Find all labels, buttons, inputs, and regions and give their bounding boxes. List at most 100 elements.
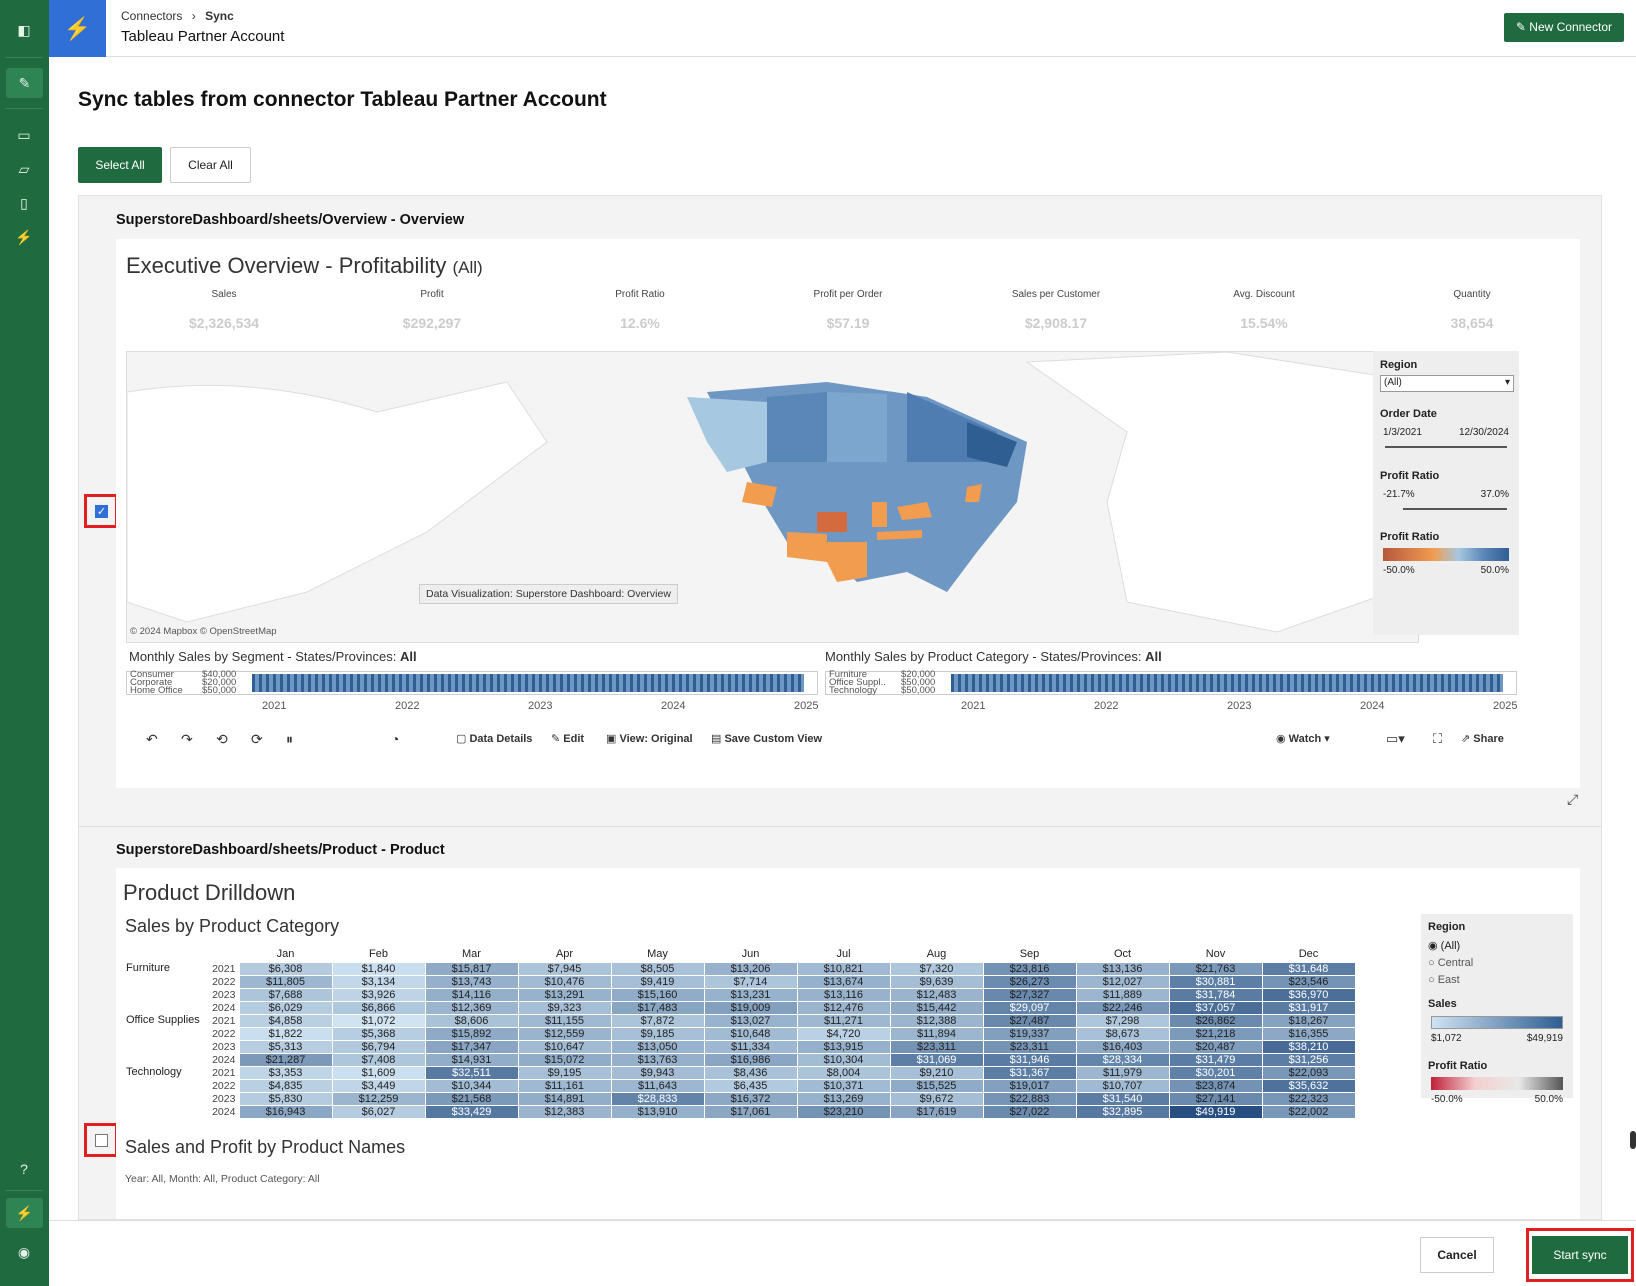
heatmap-cell[interactable]: $21,287 bbox=[238, 1052, 333, 1067]
heatmap-cell[interactable]: $13,136 bbox=[1075, 961, 1170, 976]
heatmap-cell[interactable]: $22,002 bbox=[1261, 1104, 1356, 1119]
heatmap-cell[interactable]: $11,155 bbox=[517, 1013, 612, 1028]
heatmap-cell[interactable]: $30,201 bbox=[1168, 1065, 1263, 1080]
heatmap-cell[interactable]: $22,883 bbox=[982, 1091, 1077, 1106]
heatmap-cell[interactable]: $16,355 bbox=[1261, 1026, 1356, 1041]
revert-icon[interactable]: ⟲ bbox=[216, 731, 228, 747]
scrollbar-thumb[interactable] bbox=[1630, 1131, 1636, 1149]
heatmap[interactable]: Jan Feb Mar Apr May Jun Jul Aug Sep Oct Nov Dec Furn… bbox=[124, 946, 1356, 1119]
heatmap-cell[interactable]: $13,116 bbox=[796, 987, 891, 1002]
heatmap-cell[interactable]: $31,917 bbox=[1261, 1000, 1356, 1015]
sheets-panel[interactable]: SuperstoreDashboard/sheets/Overview - Ov… bbox=[78, 195, 1602, 1220]
heatmap-cell[interactable]: $10,648 bbox=[703, 1026, 798, 1041]
pr-slider[interactable] bbox=[1403, 508, 1507, 510]
heatmap-cell[interactable]: $9,419 bbox=[610, 974, 705, 989]
heatmap-cell[interactable]: $17,061 bbox=[703, 1104, 798, 1119]
crumb-connectors[interactable]: Connectors bbox=[121, 9, 183, 23]
heatmap-cell[interactable]: $12,383 bbox=[517, 1104, 612, 1119]
heatmap-cell[interactable]: $11,805 bbox=[238, 974, 333, 989]
heatmap-cell[interactable]: $7,714 bbox=[703, 974, 798, 989]
heatmap-cell[interactable]: $13,269 bbox=[796, 1091, 891, 1106]
heatmap-cell[interactable]: $16,986 bbox=[703, 1052, 798, 1067]
heatmap-cell[interactable]: $23,311 bbox=[889, 1039, 984, 1054]
pause-icon[interactable]: ⏸ bbox=[286, 731, 293, 747]
heatmap-cell[interactable]: $33,429 bbox=[424, 1104, 519, 1119]
heatmap-cell[interactable]: $11,979 bbox=[1075, 1065, 1170, 1080]
redo-icon[interactable]: ↷ bbox=[181, 731, 193, 747]
heatmap-cell[interactable]: $6,794 bbox=[331, 1039, 426, 1054]
chat-icon[interactable]: ▭ bbox=[17, 127, 31, 143]
cancel-button[interactable]: Cancel bbox=[1420, 1237, 1494, 1273]
heatmap-cell[interactable]: $1,840 bbox=[331, 961, 426, 976]
heatmap-cell[interactable]: $10,371 bbox=[796, 1078, 891, 1093]
heatmap-cell[interactable]: $9,672 bbox=[889, 1091, 984, 1106]
heatmap-cell[interactable]: $7,408 bbox=[331, 1052, 426, 1067]
heatmap-cell[interactable]: $31,367 bbox=[982, 1065, 1077, 1080]
heatmap-cell[interactable]: $13,027 bbox=[703, 1013, 798, 1028]
heatmap-cell[interactable]: $4,858 bbox=[238, 1013, 333, 1028]
heatmap-cell[interactable]: $7,945 bbox=[517, 961, 612, 976]
heatmap-cell[interactable]: $1,072 bbox=[331, 1013, 426, 1028]
metrics-icon[interactable]: ◔ bbox=[391, 731, 400, 747]
heatmap-cell[interactable]: $27,022 bbox=[982, 1104, 1077, 1119]
undo-icon[interactable]: ↶ bbox=[146, 731, 158, 747]
radio-all[interactable]: ◉ (All) bbox=[1428, 940, 1461, 952]
heatmap-cell[interactable]: $23,210 bbox=[796, 1104, 891, 1119]
heatmap-cell[interactable]: $1,609 bbox=[331, 1065, 426, 1080]
heatmap-cell[interactable]: $10,647 bbox=[517, 1039, 612, 1054]
heatmap-cell[interactable]: $26,273 bbox=[982, 974, 1077, 989]
heatmap-cell[interactable]: $12,559 bbox=[517, 1026, 612, 1041]
heatmap-cell[interactable]: $37,057 bbox=[1168, 1000, 1263, 1015]
heatmap-cell[interactable]: $17,347 bbox=[424, 1039, 519, 1054]
new-connector-button[interactable]: ✎ New Connector bbox=[1503, 13, 1624, 42]
heatmap-cell[interactable]: $11,334 bbox=[703, 1039, 798, 1054]
heatmap-cell[interactable]: $6,435 bbox=[703, 1078, 798, 1093]
heatmap-cell[interactable]: $13,743 bbox=[424, 974, 519, 989]
share-button[interactable]: ⇗ Share bbox=[1461, 733, 1504, 745]
heatmap-cell[interactable]: $38,210 bbox=[1261, 1039, 1356, 1054]
overview-viz[interactable]: Executive Overview - Profitability (All) bbox=[116, 239, 1580, 788]
heatmap-cell[interactable]: $11,643 bbox=[610, 1078, 705, 1093]
heatmap-cell[interactable]: $9,185 bbox=[610, 1026, 705, 1041]
sheet-overview-checkbox[interactable]: ✓ bbox=[95, 505, 108, 518]
heatmap-cell[interactable]: $14,931 bbox=[424, 1052, 519, 1067]
connectors-nav-icon[interactable]: ⚡ bbox=[6, 1198, 43, 1228]
heatmap-cell[interactable]: $9,639 bbox=[889, 974, 984, 989]
heatmap-cell[interactable]: $31,784 bbox=[1168, 987, 1263, 1002]
heatmap-cell[interactable]: $13,674 bbox=[796, 974, 891, 989]
start-sync-highlight[interactable]: Start sync bbox=[1526, 1228, 1634, 1282]
heatmap-cell[interactable]: $17,619 bbox=[889, 1104, 984, 1119]
heatmap-cell[interactable]: $13,291 bbox=[517, 987, 612, 1002]
heatmap-cell[interactable]: $5,368 bbox=[331, 1026, 426, 1041]
heatmap-cell[interactable]: $17,483 bbox=[610, 1000, 705, 1015]
heatmap-cell[interactable]: $5,313 bbox=[238, 1039, 333, 1054]
product-viz[interactable]: Product Drilldown Sales by Product Categ… bbox=[116, 868, 1580, 1219]
heatmap-cell[interactable]: $7,298 bbox=[1075, 1013, 1170, 1028]
heatmap-cell[interactable]: $23,546 bbox=[1261, 974, 1356, 989]
heatmap-cell[interactable]: $32,895 bbox=[1075, 1104, 1170, 1119]
clear-all-button[interactable]: Clear All bbox=[170, 147, 251, 183]
heatmap-cell[interactable]: $26,862 bbox=[1168, 1013, 1263, 1028]
heatmap-cell[interactable]: $19,337 bbox=[982, 1026, 1077, 1041]
heatmap-cell[interactable]: $9,195 bbox=[517, 1065, 612, 1080]
heatmap-cell[interactable]: $11,894 bbox=[889, 1026, 984, 1041]
heatmap-cell[interactable]: $6,027 bbox=[331, 1104, 426, 1119]
heatmap-cell[interactable]: $8,004 bbox=[796, 1065, 891, 1080]
heatmap-cell[interactable]: $21,763 bbox=[1168, 961, 1263, 976]
heatmap-cell[interactable]: $23,874 bbox=[1168, 1078, 1263, 1093]
heatmap-cell[interactable]: $7,872 bbox=[610, 1013, 705, 1028]
heatmap-cell[interactable]: $7,688 bbox=[238, 987, 333, 1002]
heatmap-cell[interactable]: $23,816 bbox=[982, 961, 1077, 976]
heatmap-cell[interactable]: $6,866 bbox=[331, 1000, 426, 1015]
heatmap-cell[interactable]: $10,821 bbox=[796, 961, 891, 976]
user-icon[interactable]: ◉ bbox=[17, 1244, 31, 1260]
heatmap-cell[interactable]: $16,403 bbox=[1075, 1039, 1170, 1054]
present-icon[interactable]: ▭▾ bbox=[1386, 731, 1405, 746]
heatmap-cell[interactable]: $20,487 bbox=[1168, 1039, 1263, 1054]
category-sparklines[interactable]: Furniture Office Suppl.. Technology $20,00… bbox=[825, 670, 1517, 695]
heatmap-cell[interactable]: $32,511 bbox=[424, 1065, 519, 1080]
heatmap-cell[interactable]: $31,540 bbox=[1075, 1091, 1170, 1106]
save-custom-view-button[interactable]: ▤ Save Custom View bbox=[711, 733, 823, 745]
heatmap-cell[interactable]: $31,648 bbox=[1261, 961, 1356, 976]
data-details-button[interactable]: ▢ Data Details bbox=[456, 733, 533, 745]
